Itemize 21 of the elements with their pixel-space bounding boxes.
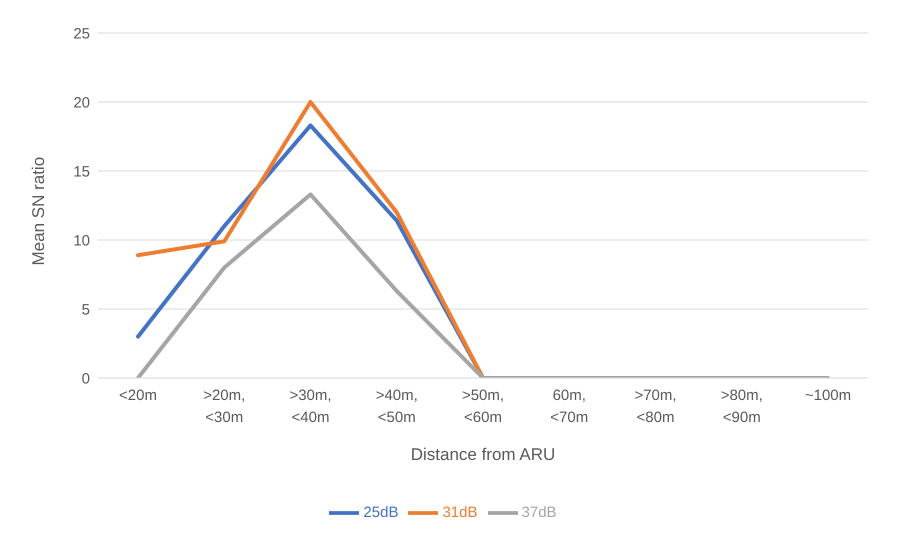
x-tick-label: >80m, <90m <box>720 387 763 426</box>
line-series <box>136 192 830 378</box>
legend-label: 37dB <box>522 504 557 521</box>
x-tick-label: 60m, <70m <box>550 387 588 426</box>
x-tick-label: >30m, <40m <box>289 387 332 426</box>
legend-label: 31dB <box>442 504 478 521</box>
x-tick-label: >50m, <60m <box>462 387 504 426</box>
x-axis-title: Distance from ARU <box>410 445 556 464</box>
x-tick-label: >70m, <80m <box>634 387 677 426</box>
x-tick-label: <20m <box>119 387 157 404</box>
y-tick-label: 0 <box>82 370 90 388</box>
x-tick-label: >40m, <50m <box>376 387 418 426</box>
y-tick-label: 10 <box>73 232 90 250</box>
x-tick-label: ~100m <box>804 387 852 404</box>
legend-label: 25dB <box>363 504 398 521</box>
y-tick-label: 20 <box>73 94 90 112</box>
y-tick-label: 25 <box>73 25 90 42</box>
y-tick-label: 5 <box>82 301 90 318</box>
y-axis-title: Mean SN ratio <box>29 156 48 266</box>
y-tick-label: 15 <box>73 163 90 180</box>
x-tick-label: >20m, <30m <box>203 387 246 426</box>
